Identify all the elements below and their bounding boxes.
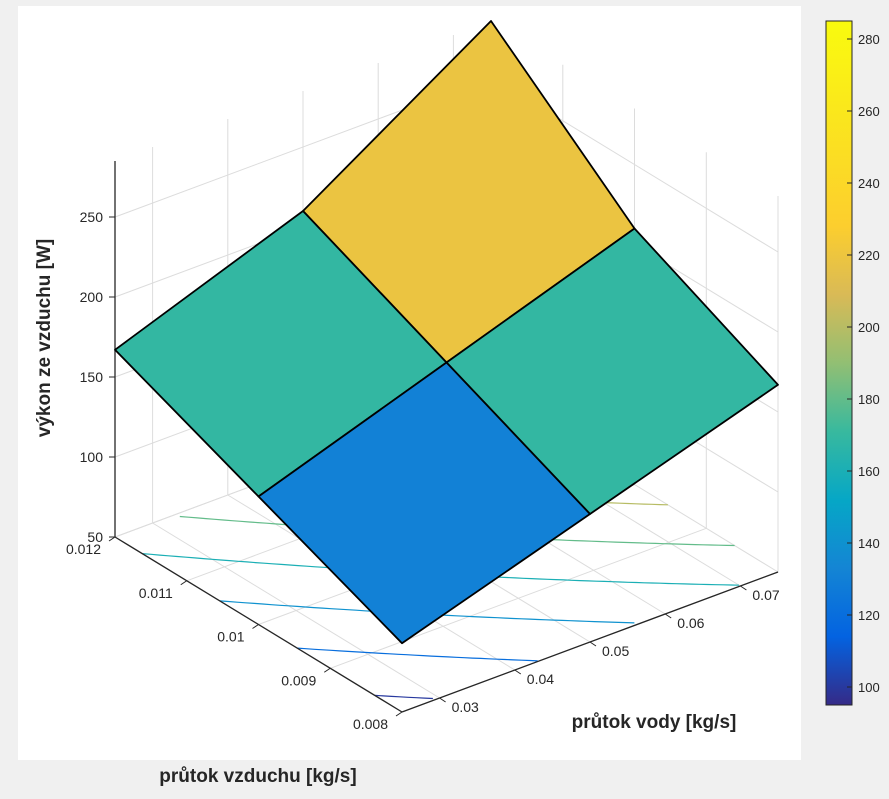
y-tick-mark: [180, 580, 188, 586]
tick-labels: 0.03 0.04 0.05 0.06 0.07 0.008 0.009 0.01 0.011 0…: [66, 209, 780, 732]
colorbar-tick-label: 180: [858, 392, 880, 407]
y-tick-label: 0.009: [281, 672, 316, 688]
z-axis-label: výkon ze vzduchu [W]: [34, 239, 55, 437]
contour-line: [374, 694, 433, 700]
x-tick-mark: [514, 669, 522, 675]
colorbar-tick-label: 240: [858, 176, 880, 191]
x-tick-label: 0.07: [752, 587, 779, 603]
colorbar-tick-label: 200: [858, 320, 880, 335]
z-tick-label: 100: [80, 449, 104, 465]
contour-line: [297, 647, 538, 662]
colorbar-tick-label: 100: [858, 680, 880, 695]
z-tick-label: 200: [80, 289, 104, 305]
x-tick-label: 0.03: [452, 699, 479, 715]
colorbar-tick-label: 280: [858, 32, 880, 47]
x-tick-label: 0.05: [602, 643, 629, 659]
colorbar-tick-label: 140: [858, 536, 880, 551]
x-axis-label: průtok vody [kg/s]: [572, 712, 737, 733]
y-tick-mark: [395, 711, 403, 717]
surface-patch[interactable]: [257, 361, 591, 645]
y-tick-label: 0.011: [139, 585, 173, 601]
surface[interactable]: [114, 20, 779, 645]
colorbar-tick-label: 260: [858, 104, 880, 119]
z-tick-label: 250: [80, 209, 104, 225]
colorbar-tick-label: 220: [858, 248, 880, 263]
colorbar-tick-label: 160: [858, 464, 880, 479]
x-tick-mark: [740, 585, 747, 591]
colorbar-gradient: [825, 20, 853, 706]
y-tick-label: 0.008: [353, 716, 388, 732]
x-tick-mark: [589, 641, 597, 647]
y-tick-label: 0.01: [217, 629, 244, 645]
colorbar: 100 120 140 160 180 200 220 240 260 280: [825, 20, 880, 706]
z-tick-label: 50: [87, 529, 103, 545]
x-tick-label: 0.06: [677, 615, 704, 631]
x-tick-mark: [664, 613, 672, 619]
y-axis-label: průtok vzduchu [kg/s]: [159, 766, 356, 787]
y-tick-label: 0.012: [66, 541, 101, 557]
y-tick-mark: [323, 667, 331, 673]
x-tick-mark: [439, 697, 446, 703]
y-tick-mark: [108, 536, 116, 542]
x-tick-label: 0.04: [527, 671, 554, 687]
z-tick-label: 150: [80, 369, 104, 385]
colorbar-tick-label: 120: [858, 608, 880, 623]
y-tick-mark: [252, 624, 259, 629]
